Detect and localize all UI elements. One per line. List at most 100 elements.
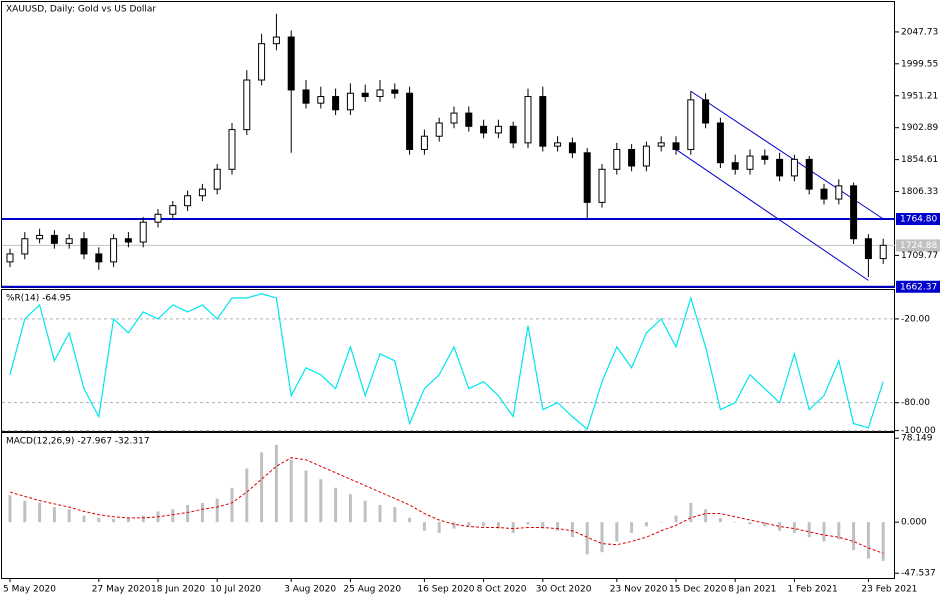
candle-body [672,142,680,150]
candle-body [554,142,562,147]
candle-body [21,238,29,255]
macd-bar [467,522,471,527]
candle-body [6,253,14,263]
macd-bar [866,522,870,559]
indicator-title: %R(14) -64.95 [6,294,71,304]
candle-body [124,238,132,243]
y-tick-label: -100.00 [901,426,936,436]
macd-bar [541,522,545,529]
candle-body [790,158,798,177]
macd-bar [674,515,678,523]
macd-bar [437,522,441,533]
x-tick-label: 16 Sep 2020 [417,585,474,595]
candle-body [258,43,266,81]
indicator-title: MACD(12,26,9) -27.967 -32.317 [6,437,150,447]
candle-body [213,168,221,190]
macd-bar [245,468,249,523]
macd-bar [556,522,560,531]
macd-bar [718,517,722,523]
x-tick-label: 23 Nov 2020 [610,585,668,595]
macd-bar [171,509,175,523]
candle-body [95,253,103,263]
trend-line [675,149,869,281]
macd-bar [600,522,604,553]
macd-bar [23,500,27,523]
candle-body [731,162,739,170]
macd-bar [852,522,856,551]
y-tick-label: -47.537 [901,569,936,579]
wpr-panel [1,289,895,432]
y-tick-label: 1806.33 [901,187,938,197]
candle-body [509,125,517,144]
macd-bar [378,504,382,523]
macd-bar [792,522,796,533]
macd-bar [748,522,752,525]
candle-body [687,99,695,150]
macd-bar [659,522,663,523]
candle-body [628,148,636,167]
candle-body [450,112,458,124]
candle-body [317,96,325,104]
macd-bar [570,522,574,538]
candle-body [494,125,502,134]
macd-bar [112,518,116,523]
candle-body [154,213,162,223]
candle-body [465,112,473,127]
macd-bar [807,522,811,538]
x-tick-label: 8 Jan 2021 [728,585,776,595]
candle-body [776,158,784,177]
y-tick-label: -80.00 [901,398,930,408]
macd-bar [304,470,308,523]
candle-body [835,185,843,200]
macd-bar [274,444,278,523]
x-tick-label: 15 Dec 2020 [669,585,727,595]
x-tick-label: 23 Feb 2021 [861,585,917,595]
candle-body [139,221,147,243]
macd-bar [393,507,397,523]
macd-bar [52,507,56,523]
y-tick-label: 1951.21 [901,91,938,101]
x-tick-label: 30 Oct 2020 [536,585,592,595]
macd-bar [822,522,826,542]
candle-body [198,188,206,197]
candle-body [376,89,384,98]
macd-bar [763,522,767,527]
y-tick-label: 1902.89 [901,123,938,133]
macd-bar [496,522,500,529]
x-tick-label: 8 Oct 2020 [477,585,527,595]
macd-bar [141,515,145,523]
y-tick-label: 0.000 [901,518,927,528]
level-label: 1724.88 [900,241,937,251]
macd-bar [778,522,782,531]
macd-bar [67,509,71,523]
candle-body [420,135,428,150]
macd-bar [881,522,885,561]
macd-bar [363,500,367,523]
macd-bar [38,502,42,523]
candle-body [228,129,236,170]
x-tick-label: 1 Feb 2021 [787,585,837,595]
candle-body [361,92,369,98]
candle-body [243,79,251,131]
macd-bar [319,479,323,523]
candle-body [805,158,813,190]
macd-bar [644,522,648,527]
candle-body [642,145,650,167]
candle-body [184,195,192,207]
candle-body [332,96,340,111]
candle-body [110,238,118,263]
macd-bar [733,522,737,523]
macd-bar [230,487,234,523]
macd-bar [334,487,338,523]
level-box [896,213,940,226]
macd-bar [422,522,426,531]
candle-body [65,238,73,244]
macd-bar [585,522,589,555]
candle-body [879,244,887,260]
candle-body [50,234,58,244]
candle-body [391,89,399,94]
candle-body [524,96,532,144]
y-tick-label: 1854.61 [901,155,938,165]
x-tick-label: 18 Jun 2020 [151,585,205,595]
